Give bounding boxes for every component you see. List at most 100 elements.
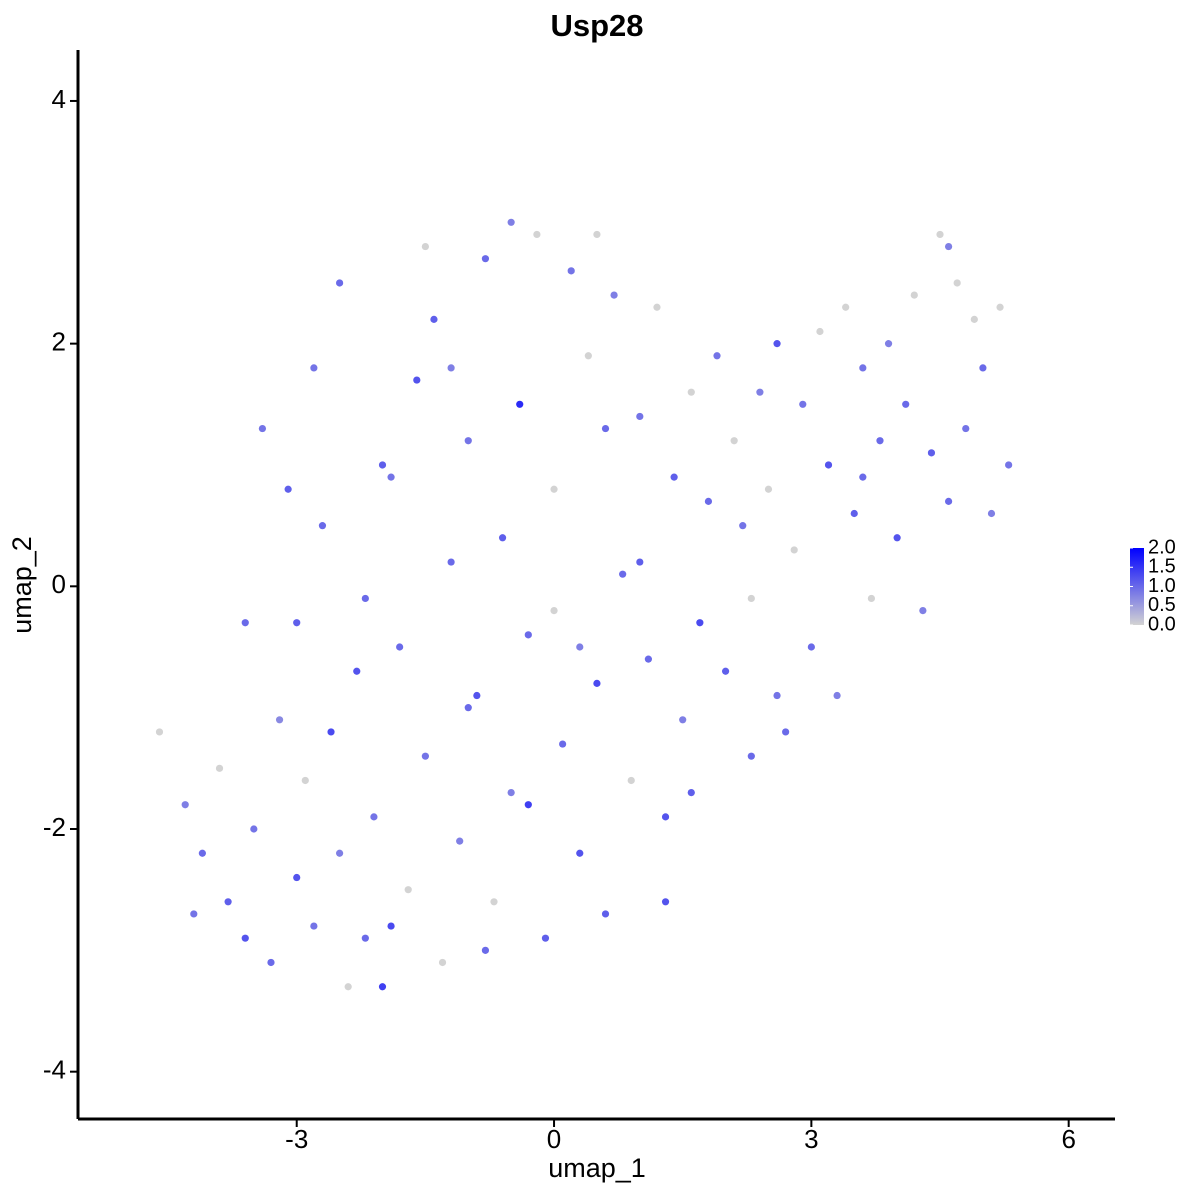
point — [310, 922, 318, 930]
point — [215, 764, 224, 772]
colorbar — [1130, 548, 1144, 625]
y-tick-label: -4 — [43, 1055, 66, 1085]
point — [970, 315, 978, 323]
point — [756, 388, 764, 396]
point — [593, 679, 601, 687]
point — [490, 898, 498, 906]
point — [387, 473, 395, 481]
point — [704, 497, 713, 505]
point — [610, 291, 618, 299]
point — [619, 570, 627, 578]
point — [601, 424, 610, 433]
point — [850, 509, 858, 518]
point — [387, 922, 395, 930]
point — [155, 728, 164, 736]
point — [481, 946, 490, 954]
point — [284, 485, 292, 493]
point — [456, 837, 464, 845]
point — [996, 303, 1004, 311]
point — [275, 716, 284, 724]
point — [593, 230, 601, 239]
point — [507, 788, 515, 797]
x-tick-label: 6 — [1061, 1124, 1075, 1154]
point — [661, 813, 670, 821]
point — [267, 958, 275, 967]
point — [987, 509, 996, 518]
colorbar-tick-label: 0.5 — [1148, 594, 1176, 616]
point — [293, 619, 301, 627]
point — [979, 364, 987, 372]
chart-title: Usp28 — [550, 8, 643, 43]
point — [687, 788, 695, 797]
point — [361, 934, 369, 942]
point — [541, 934, 550, 942]
point — [421, 242, 429, 251]
point — [859, 364, 867, 372]
point — [524, 631, 532, 639]
point — [884, 340, 893, 348]
point — [464, 437, 472, 445]
point — [447, 364, 455, 372]
point — [353, 667, 361, 675]
point — [293, 873, 301, 882]
x-tick-label: 3 — [804, 1124, 818, 1154]
point — [378, 983, 387, 991]
point — [378, 461, 387, 469]
y-tick-label: 4 — [52, 84, 66, 114]
point — [927, 449, 936, 457]
point — [250, 825, 258, 833]
point — [430, 315, 438, 323]
point — [533, 230, 541, 239]
point — [198, 849, 206, 857]
point — [567, 267, 575, 275]
colorbar-tick-label: 1.5 — [1148, 556, 1176, 578]
x-axis-title: umap_1 — [548, 1153, 646, 1183]
point — [336, 279, 344, 287]
point — [318, 522, 327, 530]
point — [524, 801, 532, 809]
point — [550, 485, 558, 493]
point — [696, 619, 704, 627]
point — [516, 400, 524, 408]
point — [661, 898, 670, 906]
point — [344, 983, 352, 991]
colorbar-tick-label: 0.0 — [1148, 613, 1176, 635]
y-tick-label: -2 — [43, 812, 66, 842]
point — [473, 691, 481, 700]
point — [336, 849, 344, 857]
point — [550, 606, 558, 615]
point — [327, 728, 335, 736]
point — [258, 424, 267, 433]
point — [773, 340, 781, 348]
x-tick-label: -3 — [285, 1124, 308, 1154]
point — [876, 437, 884, 445]
x-tick-label: 0 — [547, 1124, 561, 1154]
point — [687, 388, 695, 396]
point — [962, 424, 970, 433]
point — [576, 643, 584, 651]
point — [481, 255, 490, 263]
point — [747, 752, 755, 760]
point — [396, 643, 404, 651]
point — [764, 485, 773, 493]
point — [747, 594, 755, 603]
point — [944, 242, 953, 251]
point — [902, 400, 910, 408]
point — [584, 352, 592, 360]
point — [679, 716, 687, 724]
point — [498, 534, 507, 542]
point — [816, 327, 824, 336]
point — [782, 728, 790, 736]
point — [636, 558, 644, 566]
point — [241, 934, 249, 942]
point — [790, 546, 798, 554]
point — [576, 849, 584, 857]
point — [301, 776, 309, 785]
y-axis-title: umap_2 — [7, 536, 37, 634]
y-tick-label: 0 — [52, 569, 66, 599]
point — [824, 461, 833, 469]
point — [859, 473, 867, 481]
point — [413, 376, 421, 384]
